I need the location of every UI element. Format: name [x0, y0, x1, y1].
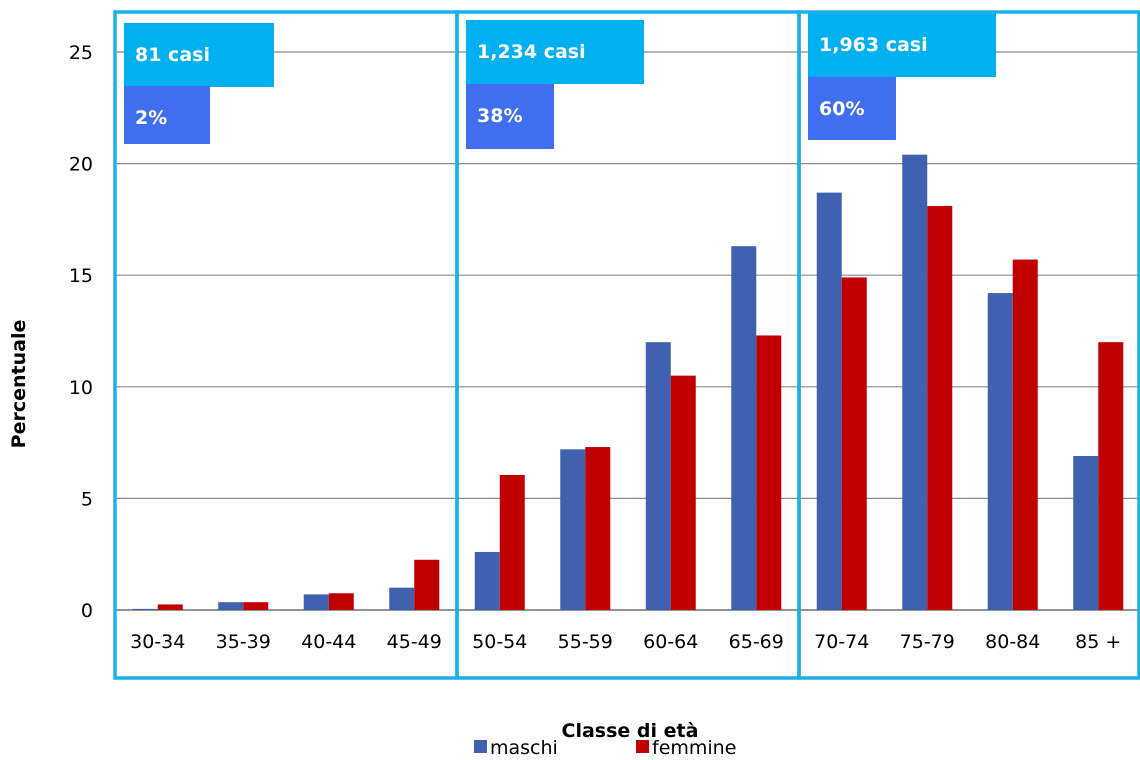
- cases-label: 81 casi: [135, 44, 210, 66]
- bar-femmine-70-74: [841, 277, 867, 610]
- group-box: [797, 10, 1140, 680]
- x-tick-label: 40-44: [301, 631, 356, 653]
- bar-femmine-45-49: [414, 559, 440, 610]
- x-tick-label: 45-49: [387, 631, 442, 653]
- percent-label: 2%: [135, 107, 167, 129]
- cases-label: 1,234 casi: [477, 41, 586, 63]
- bar-maschi-75-79: [902, 154, 928, 610]
- bar-maschi-80-84: [987, 293, 1013, 610]
- y-tick-label: 0: [81, 600, 93, 622]
- bar-maschi-50-54: [474, 551, 500, 610]
- y-tick-label: 20: [69, 154, 93, 176]
- x-tick-label: 55-59: [558, 631, 613, 653]
- bar-femmine-30-34: [157, 604, 183, 610]
- x-tick-label: 70-74: [814, 631, 869, 653]
- percent-label-box: [466, 84, 554, 149]
- bar-femmine-80-84: [1012, 259, 1038, 610]
- x-axis-title: Classe di età: [562, 720, 699, 742]
- percent-label-box: [124, 86, 210, 144]
- bar-maschi-60-64: [645, 342, 671, 610]
- bar-maschi-65-69: [731, 246, 757, 610]
- legend: maschi femmine: [474, 737, 736, 759]
- legend-swatch-maschi: [474, 740, 487, 753]
- bar-femmine-85: [1098, 342, 1124, 610]
- legend-label-femmine: femmine: [652, 737, 736, 759]
- x-tick-label: 35-39: [216, 631, 271, 653]
- legend-swatch-femmine: [636, 740, 649, 753]
- x-tick-label: 60-64: [643, 631, 698, 653]
- bar-femmine-50-54: [499, 474, 525, 610]
- bars: [132, 154, 1124, 610]
- bar-maschi-45-49: [389, 587, 415, 610]
- y-tick-label: 10: [69, 377, 93, 399]
- x-tick-label: 80-84: [985, 631, 1040, 653]
- x-tick-label: 50-54: [472, 631, 527, 653]
- cases-label-box: [466, 20, 644, 84]
- bar-maschi-55-59: [560, 449, 586, 610]
- cases-label-box: [124, 23, 274, 87]
- x-tick-label: 85 +: [1075, 631, 1121, 653]
- bar-maschi-40-44: [303, 594, 329, 610]
- bar-femmine-75-79: [927, 206, 953, 610]
- cases-label-box: [808, 13, 996, 77]
- legend-label-maschi: maschi: [490, 737, 558, 759]
- x-tick-label: 75-79: [900, 631, 955, 653]
- cases-label: 1,963 casi: [819, 34, 928, 56]
- bar-femmine-65-69: [756, 335, 782, 610]
- percent-label: 60%: [819, 98, 864, 120]
- y-tick-labels: 0 5 10 15 20 25: [69, 42, 93, 622]
- x-tick-labels: 30-34 35-39 40-44 45-49 50-54 55-59 60-64 65-69…: [130, 631, 1121, 653]
- x-tick-label: 30-34: [130, 631, 185, 653]
- bar-maschi-35-39: [218, 602, 244, 610]
- gridlines: [115, 51, 1140, 611]
- bar-femmine-55-59: [585, 447, 611, 610]
- y-tick-label: 25: [69, 42, 93, 64]
- bar-maschi-85: [1073, 455, 1099, 610]
- group-boxes: 81 casi 2% 1,234 casi 38% 1,963 casi 60%: [113, 10, 1140, 680]
- percent-label: 38%: [477, 105, 522, 127]
- percent-label-box: [808, 77, 896, 140]
- bar-femmine-35-39: [243, 602, 269, 610]
- bar-femmine-40-44: [328, 593, 354, 610]
- y-tick-label: 5: [81, 488, 93, 510]
- bar-femmine-60-64: [670, 375, 696, 610]
- bar-maschi-70-74: [816, 192, 842, 610]
- y-tick-label: 15: [69, 265, 93, 287]
- x-tick-label: 65-69: [729, 631, 784, 653]
- bar-maschi-30-34: [132, 608, 158, 610]
- y-axis-title: Percentuale: [8, 320, 30, 449]
